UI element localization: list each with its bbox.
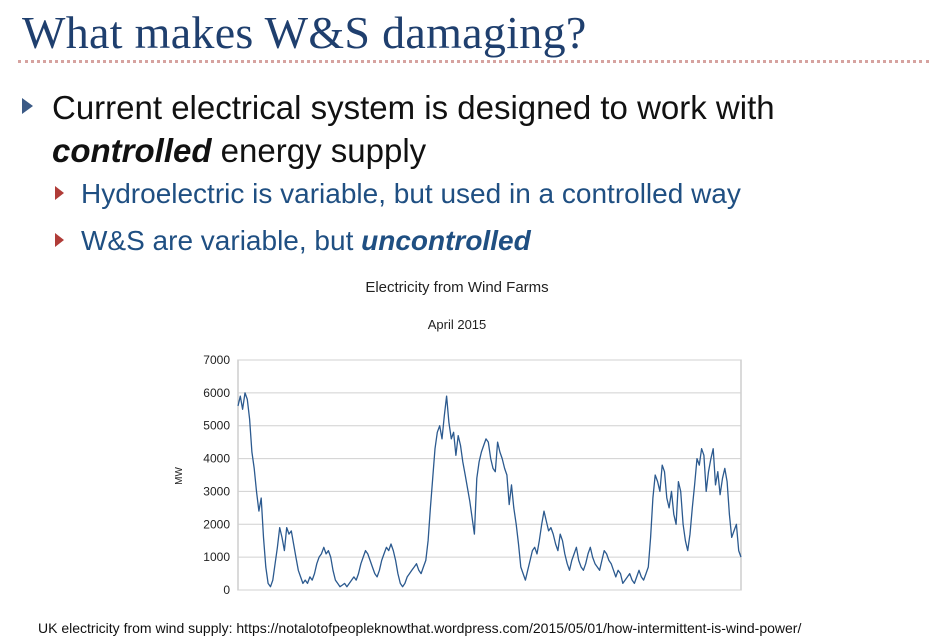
bullet-main-text: Current electrical system is designed to…	[52, 86, 902, 172]
sub-bullet-ws-prefix: W&S are variable, but	[81, 225, 362, 256]
y-tick-label: 2000	[203, 517, 230, 531]
y-tick-label: 0	[223, 583, 230, 597]
bullet-arrow-icon	[22, 98, 33, 114]
sub-bullet-ws: W&S are variable, but uncontrolled	[55, 225, 905, 257]
bullet-main-emphasis: controlled	[52, 132, 212, 169]
chart-title: Electricity from Wind Farms	[365, 279, 548, 296]
source-footer: UK electricity from wind supply: https:/…	[38, 620, 802, 636]
y-tick-label: 4000	[203, 452, 230, 466]
y-tick-label: 3000	[203, 484, 230, 498]
bullet-main-line2: energy supply	[211, 132, 427, 169]
sub-bullet-arrow-icon	[55, 186, 64, 200]
plot-frame	[237, 359, 742, 591]
sub-bullet-hydro: Hydroelectric is variable, but used in a…	[55, 178, 905, 210]
wind-chart: Electricity from Wind Farms April 2015 M…	[174, 279, 742, 597]
sub-bullet-hydro-text: Hydroelectric is variable, but used in a…	[81, 178, 741, 209]
chart-subtitle: April 2015	[428, 317, 487, 332]
sub-bullet-arrow-icon	[55, 233, 64, 247]
slide-title: What makes W&S damaging?	[22, 7, 587, 58]
series-line	[237, 392, 742, 588]
y-tick-label: 5000	[203, 419, 230, 433]
y-tick-label: 6000	[203, 386, 230, 400]
title-divider	[18, 60, 929, 63]
bullet-main: Current electrical system is designed to…	[22, 86, 902, 172]
y-tick-label: 1000	[203, 550, 230, 564]
sub-bullet-ws-text: W&S are variable, but uncontrolled	[81, 225, 905, 257]
bullet-main-line1: Current electrical system is designed to…	[52, 89, 775, 126]
chart-y-axis-label: MW	[174, 467, 185, 485]
y-tick-label: 7000	[203, 353, 230, 367]
sub-bullet-ws-emphasis: uncontrolled	[361, 225, 531, 256]
